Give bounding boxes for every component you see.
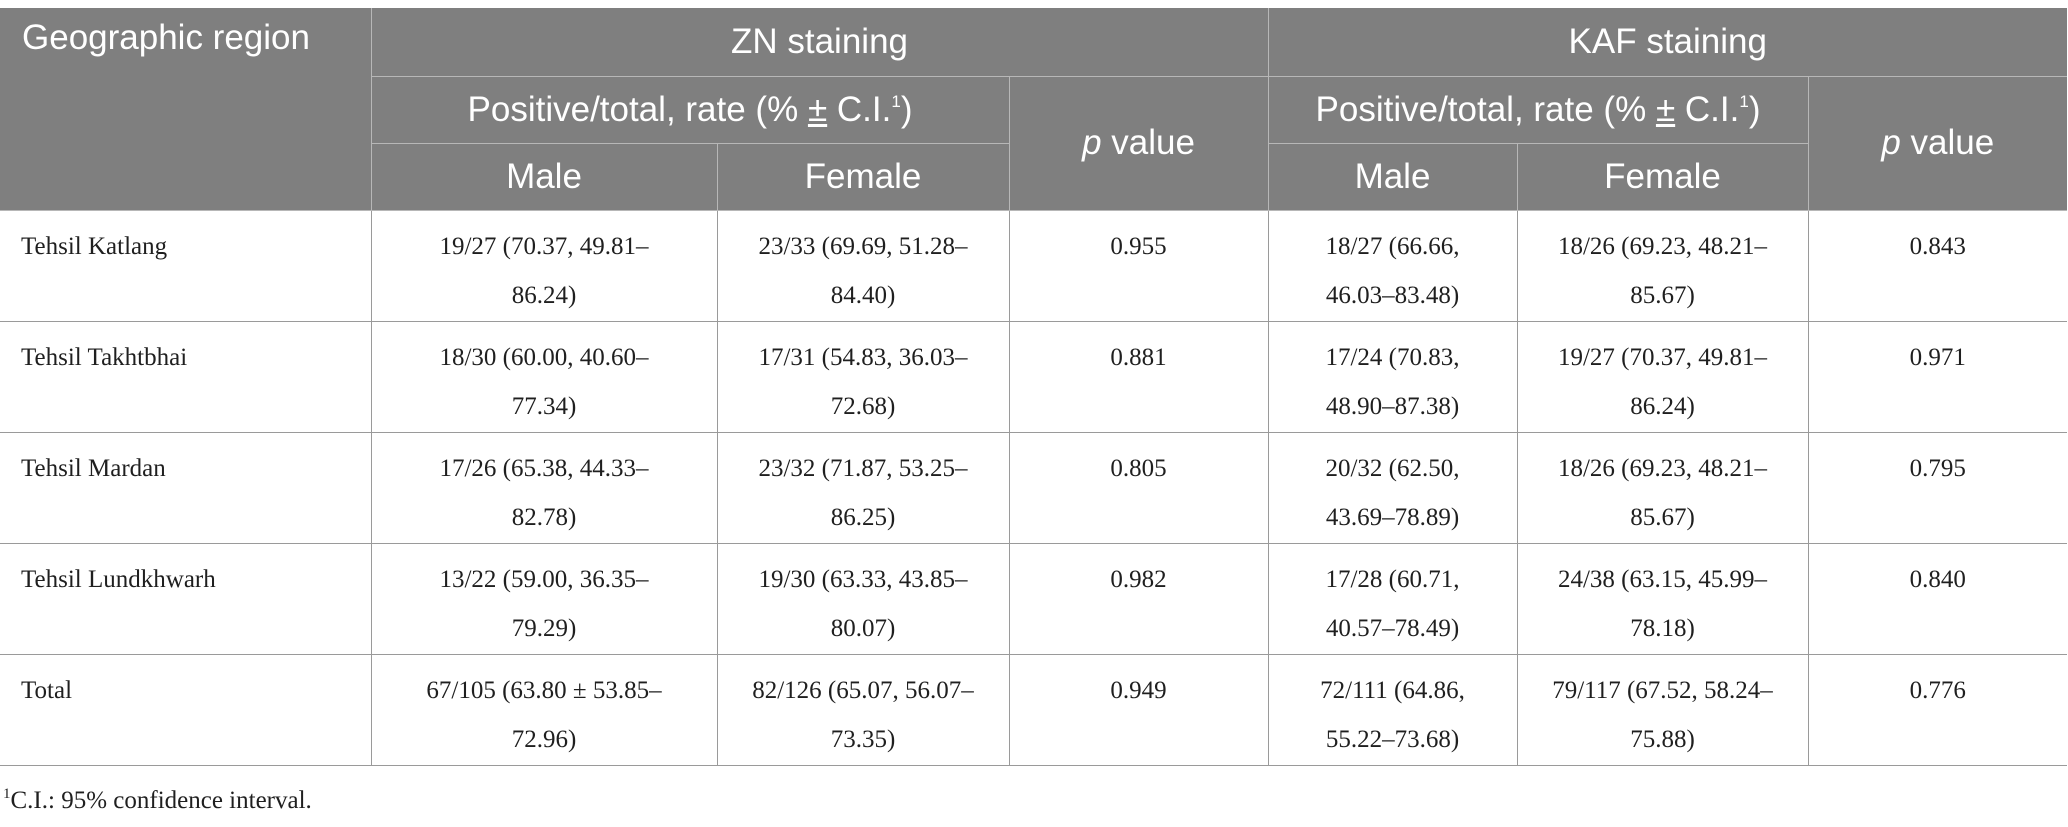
region-cell: Tehsil Katlang [0, 210, 371, 322]
region-cell: Tehsil Mardan [0, 432, 371, 544]
rate-header-zn: Positive/total, rate (% ± C.I.1) [371, 76, 1010, 144]
zn-p-value-cell: 0.955 [1008, 210, 1268, 322]
zn-female-cell: 23/32 (71.87, 53.25– 86.25) [716, 432, 1009, 544]
zn-female-cell: 19/30 (63.33, 43.85– 80.07) [716, 543, 1009, 655]
sex-header-kaf-male: Male [1268, 143, 1518, 211]
sex-header-kaf-female: Female [1517, 143, 1809, 211]
kaf-male-cell: 18/27 (66.66, 46.03–83.48) [1267, 210, 1517, 322]
kaf-male-cell: 17/24 (70.83, 48.90–87.38) [1267, 321, 1517, 433]
table-row-total: Total 67/105 (63.80 ± 53.85– 72.96) 82/12… [0, 654, 2067, 766]
p-value-header-kaf: p value [1808, 76, 2067, 211]
rate-header-kaf: Positive/total, rate (% ± C.I.1) [1268, 76, 1809, 144]
kaf-female-cell: 24/38 (63.15, 45.99– 78.18) [1516, 543, 1808, 655]
kaf-p-value-cell: 0.843 [1807, 210, 2067, 322]
data-table: Geographic region ZN staining KAF staini… [0, 8, 2067, 766]
group-header-kaf: KAF staining [1268, 8, 2067, 77]
zn-male-cell: 67/105 (63.80 ± 53.85– 72.96) [370, 654, 717, 766]
sex-header-zn-male: Male [371, 143, 718, 211]
table-row: Tehsil Lundkhwarh 13/22 (59.00, 36.35– 79… [0, 543, 2067, 655]
zn-p-value-cell: 0.949 [1008, 654, 1268, 766]
sex-header-zn-female: Female [717, 143, 1010, 211]
zn-p-value-cell: 0.982 [1008, 543, 1268, 655]
table-footnote: 1C.I.: 95% confidence interval. [3, 787, 312, 815]
zn-p-value-cell: 0.805 [1008, 432, 1268, 544]
kaf-male-cell: 72/111 (64.86, 55.22–73.68) [1267, 654, 1517, 766]
zn-male-cell: 13/22 (59.00, 36.35– 79.29) [370, 543, 717, 655]
kaf-female-cell: 18/26 (69.23, 48.21– 85.67) [1516, 432, 1808, 544]
zn-female-cell: 17/31 (54.83, 36.03– 72.68) [716, 321, 1009, 433]
kaf-p-value-cell: 0.776 [1807, 654, 2067, 766]
zn-female-cell: 82/126 (65.07, 56.07– 73.35) [716, 654, 1009, 766]
region-cell: Tehsil Takhtbhai [0, 321, 371, 433]
table-row: Tehsil Mardan 17/26 (65.38, 44.33– 82.78)… [0, 432, 2067, 544]
column-header-region: Geographic region [0, 8, 372, 211]
footnote-marker: 1 [3, 786, 11, 802]
table-header: Geographic region ZN staining KAF staini… [0, 8, 2067, 211]
zn-p-value-cell: 0.881 [1008, 321, 1268, 433]
p-value-header-zn: p value [1009, 76, 1269, 211]
zn-female-cell: 23/33 (69.69, 51.28– 84.40) [716, 210, 1009, 322]
kaf-p-value-cell: 0.795 [1807, 432, 2067, 544]
kaf-female-cell: 19/27 (70.37, 49.81– 86.24) [1516, 321, 1808, 433]
table-row: Tehsil Katlang 19/27 (70.37, 49.81– 86.24… [0, 210, 2067, 322]
kaf-male-cell: 17/28 (60.71, 40.57–78.49) [1267, 543, 1517, 655]
table-row: Tehsil Takhtbhai 18/30 (60.00, 40.60– 77.… [0, 321, 2067, 433]
zn-male-cell: 18/30 (60.00, 40.60– 77.34) [370, 321, 717, 433]
zn-male-cell: 17/26 (65.38, 44.33– 82.78) [370, 432, 717, 544]
kaf-male-cell: 20/32 (62.50, 43.69–78.89) [1267, 432, 1517, 544]
table-body: Tehsil Katlang 19/27 (70.37, 49.81– 86.24… [0, 210, 2067, 766]
zn-male-cell: 19/27 (70.37, 49.81– 86.24) [370, 210, 717, 322]
group-header-zn: ZN staining [371, 8, 1269, 77]
kaf-female-cell: 18/26 (69.23, 48.21– 85.67) [1516, 210, 1808, 322]
footnote-text: C.I.: 95% confidence interval. [10, 787, 312, 814]
region-cell: Total [0, 654, 371, 766]
kaf-female-cell: 79/117 (67.52, 58.24– 75.88) [1516, 654, 1808, 766]
region-cell: Tehsil Lundkhwarh [0, 543, 371, 655]
kaf-p-value-cell: 0.971 [1807, 321, 2067, 433]
kaf-p-value-cell: 0.840 [1807, 543, 2067, 655]
